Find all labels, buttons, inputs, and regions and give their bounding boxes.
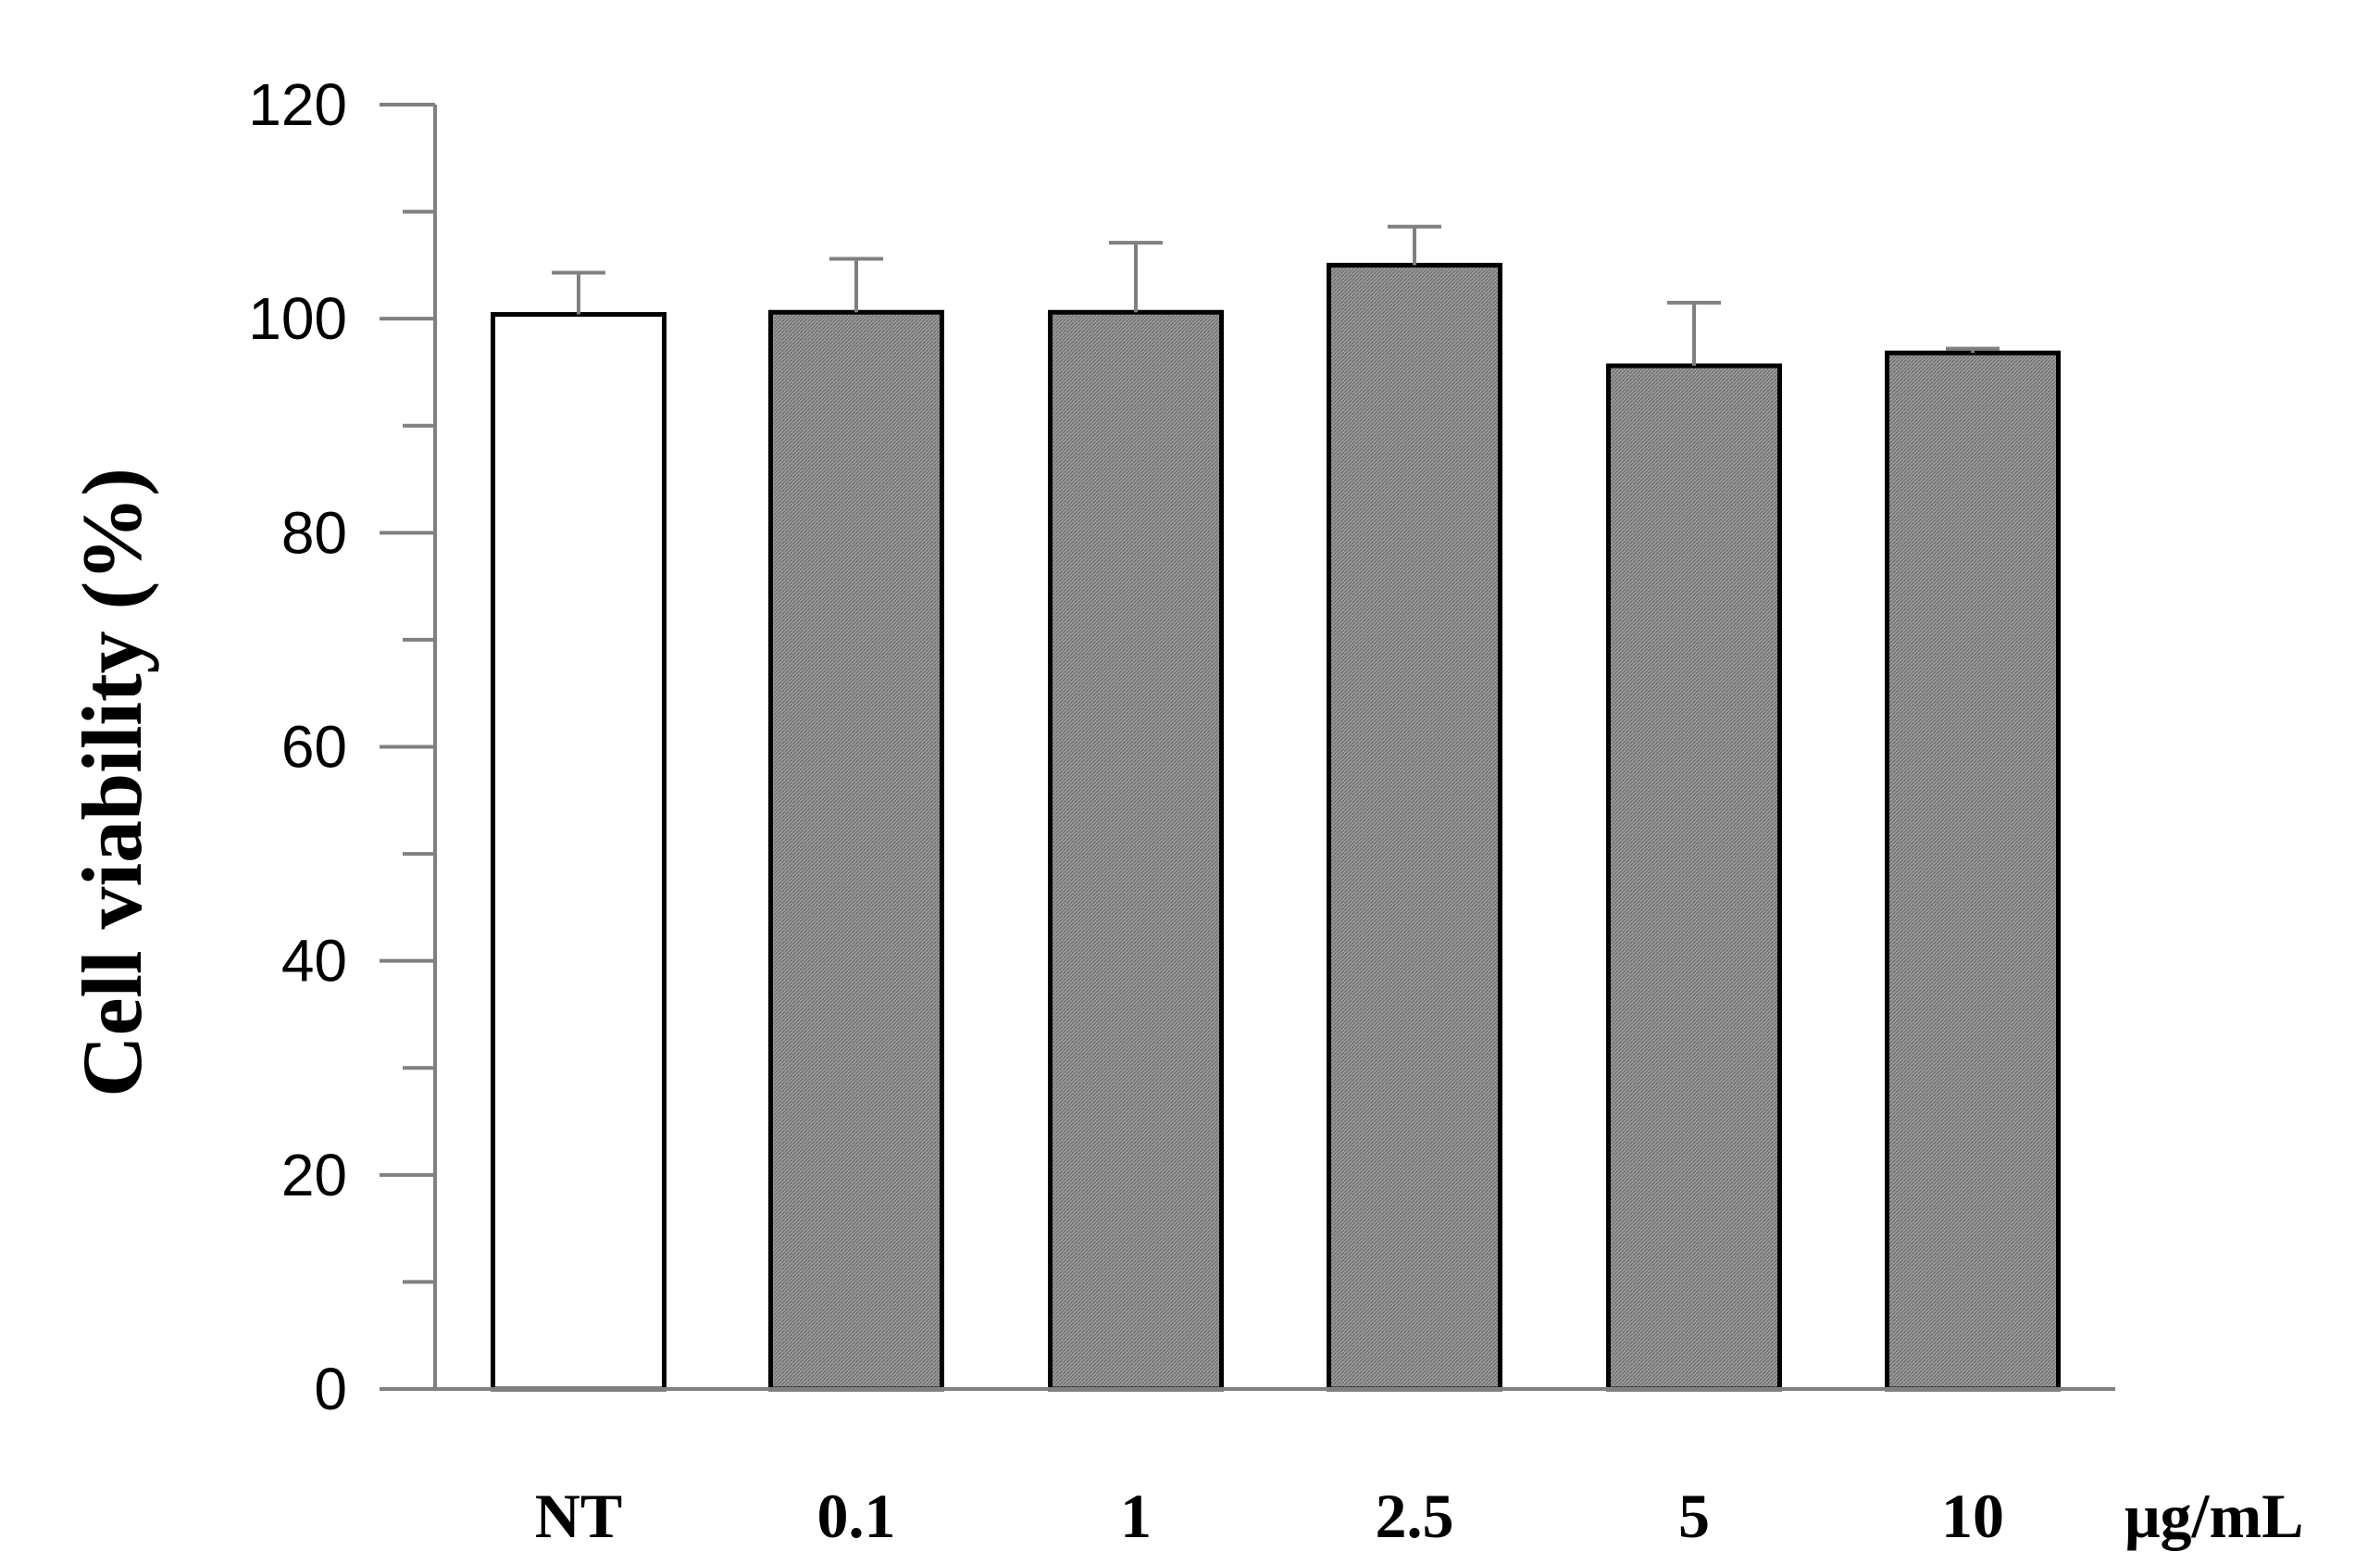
bar-1: [1048, 309, 1224, 1392]
y-tick-label-40: 40: [281, 928, 347, 995]
y-tick-label-80: 80: [281, 499, 347, 566]
x-tick-labels: NT 0.1 1 2.5 5 10: [535, 1481, 2004, 1551]
y-tick-label-60: 60: [281, 714, 347, 781]
bar-5: [1606, 363, 1782, 1392]
bar-2.5: [1327, 262, 1502, 1392]
x-tick-label-10: 10: [1941, 1481, 2004, 1551]
x-tick-label-2.5: 2.5: [1376, 1481, 1454, 1551]
x-tick-label-NT: NT: [535, 1481, 622, 1551]
axes-layer: [380, 103, 2115, 1391]
bars-layer: [491, 262, 2061, 1392]
y-tick-label-0: 0: [314, 1356, 347, 1422]
y-tick-labels: 0 20 40 60 80 100 120: [248, 71, 347, 1422]
bar-0.1: [768, 309, 944, 1392]
bar-10: [1885, 350, 2061, 1392]
x-tick-label-5: 5: [1678, 1481, 1710, 1551]
bar-NT: [491, 312, 667, 1392]
y-tick-label-100: 100: [248, 285, 347, 352]
y-tick-label-120: 120: [248, 71, 347, 138]
y-axis-label: Cell viability (%): [65, 468, 159, 1097]
x-tick-label-1: 1: [1120, 1481, 1152, 1551]
x-unit-label: μg/mL: [2125, 1481, 2303, 1551]
y-tick-label-20: 20: [281, 1142, 347, 1208]
x-tick-label-0.1: 0.1: [817, 1481, 896, 1551]
error-bars-layer: [552, 224, 2000, 367]
